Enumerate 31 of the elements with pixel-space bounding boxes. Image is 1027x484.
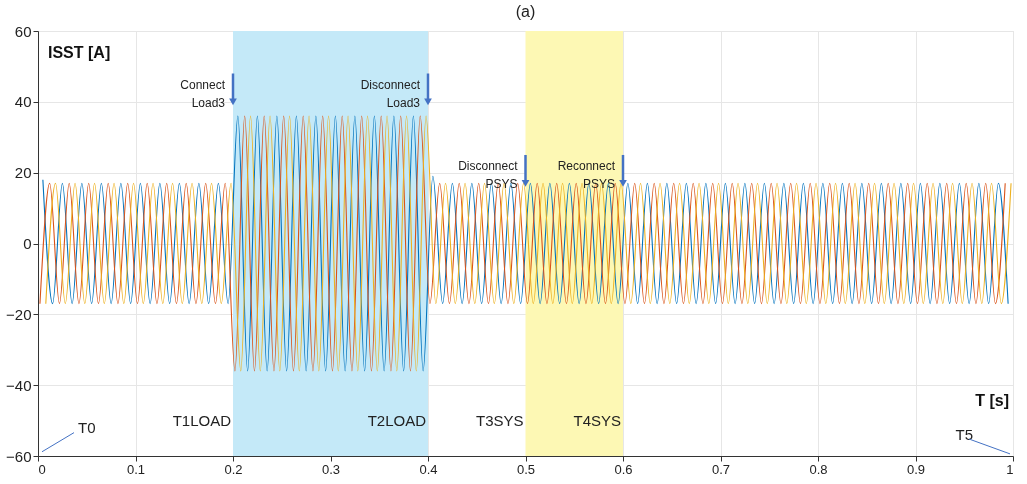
y-tick-label: −40 bbox=[6, 376, 32, 394]
y-tick-label: 0 bbox=[23, 235, 32, 252]
y-tick-label: −20 bbox=[6, 305, 32, 323]
x-tick-label: 0.3 bbox=[321, 461, 341, 477]
annotation: Reconnect PSYS bbox=[557, 159, 616, 192]
y-tick-label: 60 bbox=[14, 22, 32, 40]
x-tick-label: 0.8 bbox=[809, 461, 828, 477]
annotation: Disconnect PSYS bbox=[458, 159, 519, 192]
annotation: T0 bbox=[78, 419, 96, 437]
x-tick-label: 0.1 bbox=[126, 461, 146, 477]
x-tick-label: 0.4 bbox=[419, 461, 438, 477]
y-tick-label: 40 bbox=[14, 93, 32, 111]
x-axis-title: T [s] bbox=[975, 391, 1009, 409]
x-tick-label: 0.5 bbox=[516, 461, 536, 477]
annotation: T2LOAD bbox=[367, 411, 427, 429]
annotation: T5 bbox=[955, 425, 973, 443]
chart-title: (a) bbox=[515, 3, 536, 20]
x-tick-label: 0.9 bbox=[906, 461, 926, 477]
y-axis-title: ISST [A] bbox=[48, 44, 111, 61]
x-tick-label: 1 bbox=[1006, 461, 1014, 477]
x-tick-label: 0.6 bbox=[614, 461, 633, 477]
annotation: Disconnect Load3 bbox=[360, 77, 421, 110]
annotation: Connect Load3 bbox=[180, 77, 226, 110]
annotation: T3SYS bbox=[475, 411, 524, 429]
y-tick-label: 20 bbox=[14, 164, 32, 182]
x-tick-label: 0 bbox=[38, 461, 46, 477]
annotation: T4SYS bbox=[573, 411, 621, 429]
x-tick-label: 0.2 bbox=[224, 461, 243, 477]
y-tick-label: −60 bbox=[6, 447, 32, 465]
x-tick-label: 0.7 bbox=[711, 461, 731, 477]
annotation: T1LOAD bbox=[172, 411, 232, 429]
